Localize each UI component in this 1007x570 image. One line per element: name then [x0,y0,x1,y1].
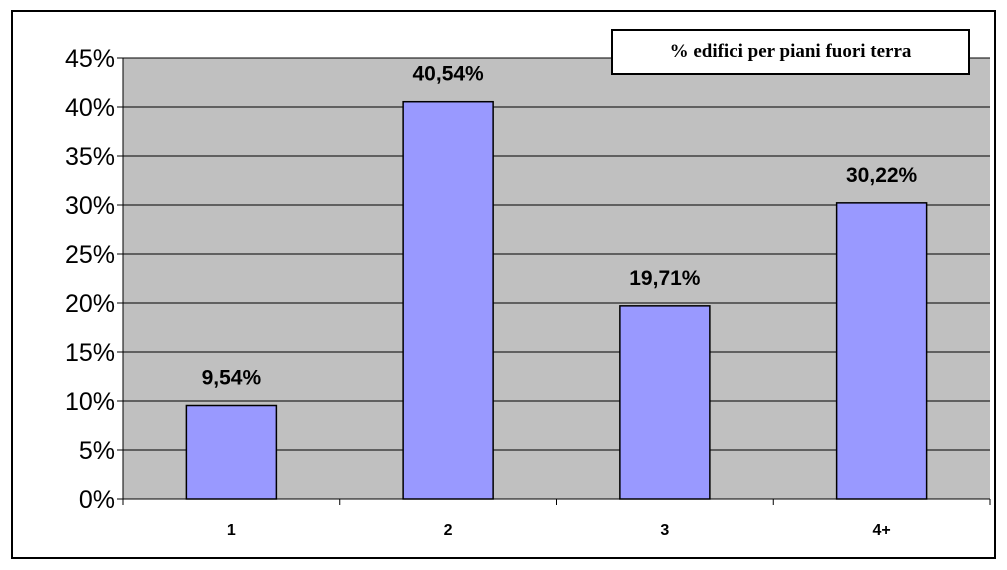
data-label: 9,54% [202,367,262,390]
chart-title-box: % edifici per piani fuori terra [611,29,970,75]
x-tick-label: 2 [444,522,453,539]
y-tick-label: 45% [65,45,115,73]
chart-title: % edifici per piani fuori terra [669,41,912,62]
x-tick-label: 1 [227,522,236,539]
bar [619,305,711,500]
y-tick-label: 25% [65,241,115,269]
y-tick-label: 35% [65,143,115,171]
y-tick-label: 20% [65,290,115,318]
data-labels: 9,54% 40,54% 19,71% 30,22% [202,63,918,390]
y-tick-label: 15% [65,339,115,367]
x-axis-ticks: 1 2 3 4+ [122,499,991,539]
x-tick-label: 3 [660,522,669,539]
y-tick-label: 10% [65,388,115,416]
x-tick-label: 4+ [873,522,891,539]
bar [402,100,494,500]
y-tick-label: 40% [65,94,115,122]
data-label: 30,22% [846,164,918,187]
data-label: 19,71% [629,267,701,290]
y-tick-label: 30% [65,192,115,220]
y-tick-label: 5% [79,437,115,465]
data-label: 40,54% [413,63,485,86]
y-axis-ticks: 0% 5% 10% 15% 20% 25% 30% 35% 40% 45% [65,45,123,514]
y-tick-label: 0% [79,486,115,514]
bar [835,202,928,500]
bars [185,100,928,500]
bar [185,404,278,500]
